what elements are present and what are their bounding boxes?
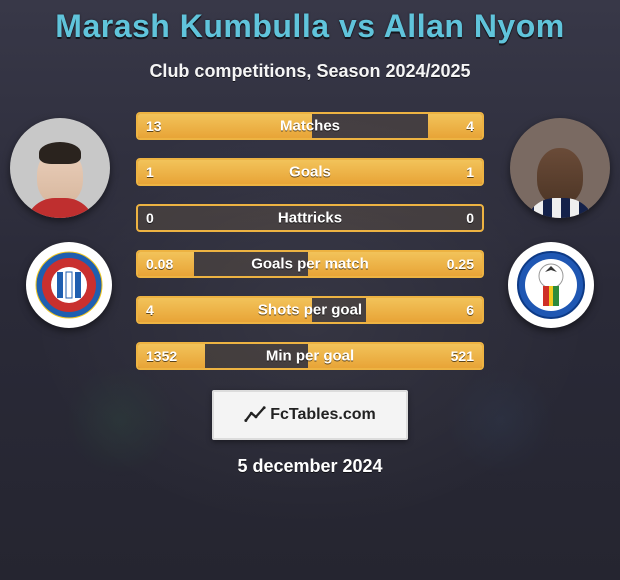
brand-text: FcTables.com: [270, 406, 376, 424]
player2-name: Allan Nyom: [384, 8, 565, 44]
stat-row: 13 4 Matches: [136, 112, 484, 140]
page-title: Marash Kumbulla vs Allan Nyom: [0, 0, 620, 45]
stat-value-left: 0.08: [146, 256, 173, 272]
stat-value-left: 0: [146, 210, 154, 226]
vs-separator: vs: [339, 8, 376, 44]
stat-row: 4 6 Shots per goal: [136, 296, 484, 324]
player1-name: Marash Kumbulla: [55, 8, 329, 44]
stat-label: Hattricks: [278, 210, 342, 227]
stat-row: 1352 521 Min per goal: [136, 342, 484, 370]
stat-value-right: 1: [466, 164, 474, 180]
stat-value-right: 0.25: [447, 256, 474, 272]
stat-value-left: 13: [146, 118, 162, 134]
stat-row: 0.08 0.25 Goals per match: [136, 250, 484, 278]
crest-icon: [34, 250, 104, 320]
face-icon: [37, 148, 83, 204]
stat-value-left: 1352: [146, 348, 177, 364]
player2-club-crest: [508, 242, 594, 328]
stat-label: Goals: [289, 164, 331, 181]
player1-photo: [10, 118, 110, 218]
stat-value-right: 6: [466, 302, 474, 318]
stat-value-left: 1: [146, 164, 154, 180]
stat-value-left: 4: [146, 302, 154, 318]
player1-club-crest: [26, 242, 112, 328]
player2-photo: [510, 118, 610, 218]
chart-icon: [244, 404, 266, 426]
face-icon: [537, 148, 583, 204]
stat-rows: 13 4 Matches 1 1 Goals 0 0 Hattricks 0.08 0.25 Goal…: [136, 112, 484, 388]
brand-badge: FcTables.com: [212, 390, 408, 440]
stat-label: Matches: [280, 118, 340, 135]
crest-icon: [516, 250, 586, 320]
stat-value-right: 0: [466, 210, 474, 226]
subtitle: Club competitions, Season 2024/2025: [0, 61, 620, 82]
stat-label: Shots per goal: [258, 302, 362, 319]
stat-fill-left: [138, 160, 312, 184]
stat-label: Min per goal: [266, 348, 354, 365]
stat-value-right: 4: [466, 118, 474, 134]
stat-fill-right: [366, 298, 482, 322]
stat-fill-right: [308, 160, 482, 184]
stat-value-right: 521: [451, 348, 474, 364]
stat-label: Goals per match: [251, 256, 369, 273]
stat-row: 0 0 Hattricks: [136, 204, 484, 232]
comparison-card: Marash Kumbulla vs Allan Nyom Club compe…: [0, 0, 620, 580]
stat-row: 1 1 Goals: [136, 158, 484, 186]
date-text: 5 december 2024: [237, 456, 382, 477]
